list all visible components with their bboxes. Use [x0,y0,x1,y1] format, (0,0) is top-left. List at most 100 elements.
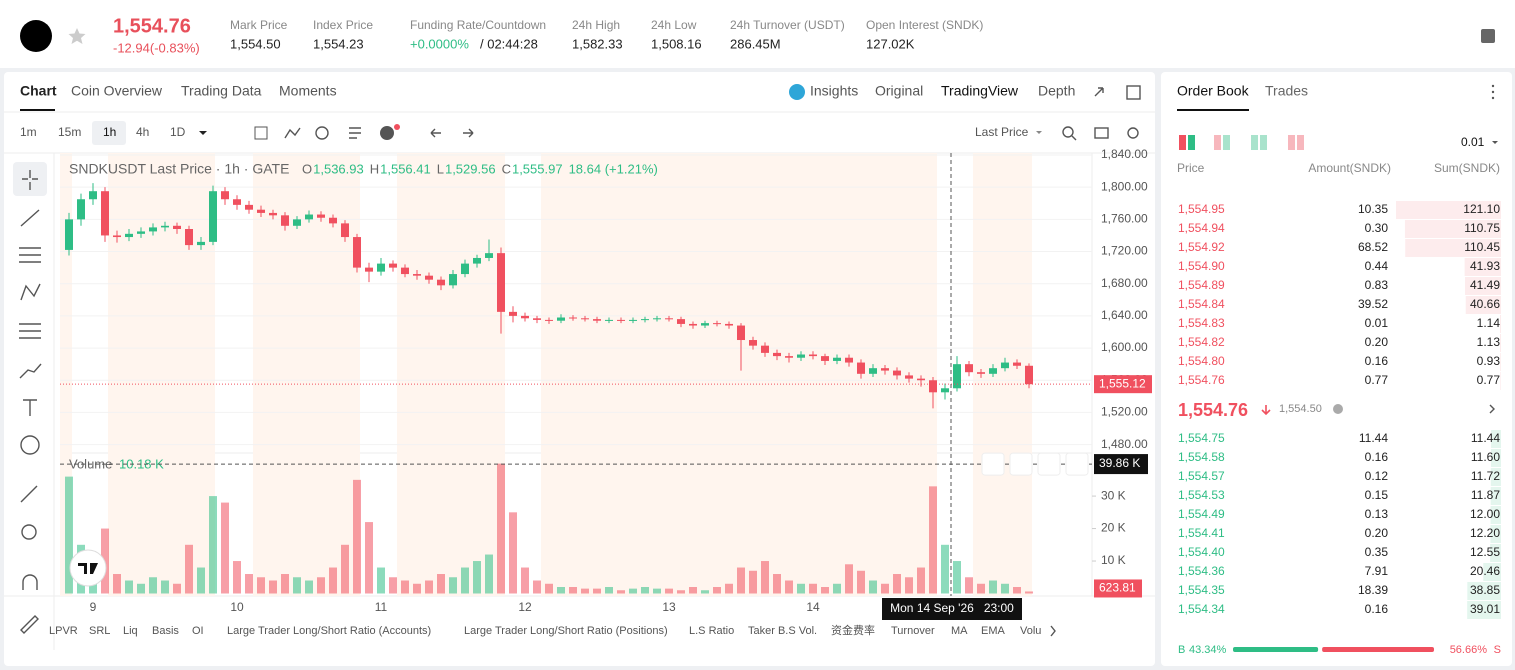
indicator-tab[interactable]: OI [192,625,204,637]
orderbook-last-price: 1,554.76 [1178,400,1248,420]
legend-value: 1,556.41 [380,161,431,176]
chart-tab[interactable]: Moments [279,83,337,99]
interval-button[interactable]: 15m [58,125,81,139]
stat-label: 24h Low [651,18,697,32]
expand-arrow[interactable] [1489,404,1495,414]
candle-body [845,357,853,363]
indicator-tab[interactable]: Large Trader Long/Short Ratio (Positions… [464,625,668,637]
indicator-tab[interactable]: L.S Ratio [689,625,734,637]
view-tab[interactable]: Original [875,83,923,99]
chart-tab[interactable]: Chart [20,83,57,99]
indicator-tab[interactable]: LPVR [49,625,78,637]
volume-tag-label: 623.81 [1099,581,1136,595]
pane-button[interactable] [1065,452,1089,476]
settings-icon[interactable] [1481,29,1495,43]
window-icon[interactable] [1126,85,1141,100]
chart-tab[interactable]: Coin Overview [71,83,163,99]
volume-bar [557,587,565,594]
interval-button[interactable]: 1h [103,125,116,139]
stat-value: 1,508.16 [651,36,702,51]
top-bar [0,0,1515,68]
drawing-toolbar[interactable] [13,162,47,634]
indicator-tab[interactable]: Turnover [891,625,935,637]
volume-bar [569,587,577,594]
candle-body [761,345,769,353]
view-tab[interactable]: Insights [810,83,858,99]
candle-body [689,323,697,326]
layout-button[interactable] [1188,135,1195,150]
depth-bar [1483,563,1501,581]
pane-button[interactable] [1037,452,1061,476]
order-amount: 0.16 [1365,450,1389,464]
layout-button[interactable] [1288,135,1295,150]
order-price: 1,554.40 [1178,545,1225,559]
candle-body [497,253,505,312]
pane-button[interactable] [1009,452,1033,476]
indicator-tab[interactable]: 资金费率 [831,623,875,637]
candle-body [629,319,637,321]
order-price: 1,554.35 [1178,583,1225,597]
stat-label: Index Price [313,18,373,32]
interval-button[interactable]: 1m [20,125,37,139]
layout-button[interactable] [1223,135,1230,150]
layout-button[interactable] [1260,135,1267,150]
indicator-tab[interactable]: MA [951,625,968,637]
volume-bar [497,463,505,594]
volume-bar [185,544,193,594]
depth-bar [1490,544,1501,562]
order-sum: 12.55 [1470,545,1500,559]
y-tick-label: 1,760.00 [1101,212,1148,226]
legend-value: 1,529.56 [445,161,496,176]
order-amount: 7.91 [1365,564,1389,578]
candle-body [209,191,217,242]
scroll-arrow[interactable] [1050,625,1056,637]
volume-bar [509,512,517,594]
order-sum: 110.45 [1464,240,1500,254]
menu-icon[interactable] [1491,84,1495,88]
order-amount: 11.44 [1359,431,1388,445]
indicator-tab[interactable]: Liq [123,625,138,637]
chart-tab[interactable]: Trading Data [181,83,262,99]
orderbook-tab[interactable]: Order Book [1177,83,1250,99]
view-tab[interactable]: Depth [1038,83,1075,99]
layout-button[interactable] [1179,135,1186,150]
layout-button[interactable] [1214,135,1221,150]
indicator-tab[interactable]: Volu [1020,625,1041,637]
last-price: 1,554.76 [113,15,191,37]
pane-button[interactable] [981,452,1005,476]
indicator-tab[interactable]: Basis [152,625,179,637]
orderbook-tab[interactable]: Trades [1265,83,1308,99]
order-sum: 41.49 [1470,278,1500,292]
price-source-button[interactable]: Last Price [975,125,1029,139]
candle-body [197,241,205,246]
indicator-tab[interactable]: Large Trader Long/Short Ratio (Accounts) [227,625,431,637]
legend-value: 1,555.97 [512,161,563,176]
session-shading [60,153,1032,596]
layout-button[interactable] [1251,135,1258,150]
indicator-tab[interactable]: Taker B.S Vol. [748,625,817,637]
volume-bar [593,588,601,594]
mark-icon [1333,404,1343,414]
interval-button[interactable]: 1D [170,125,186,139]
chart-tools[interactable] [254,124,1139,141]
menu-icon[interactable] [1491,96,1495,100]
volume-bar [725,583,733,594]
x-tick-label: 10 [230,600,244,614]
dropdown-arrow [1036,131,1042,134]
indicator-tab[interactable]: SRL [89,625,110,637]
candle-body [545,319,553,321]
interval-button[interactable]: 4h [136,125,149,139]
order-amount: 39.52 [1358,297,1388,311]
candle-body [341,223,349,238]
expand-icon[interactable] [1094,87,1104,97]
depth-bar [1490,487,1501,505]
order-price: 1,554.34 [1178,602,1225,616]
candle-body [617,319,625,321]
menu-icon[interactable] [1491,90,1495,94]
indicator-tab[interactable]: EMA [981,625,1006,637]
view-tab[interactable]: TradingView [941,83,1019,99]
layout-button[interactable] [1297,135,1304,150]
stat-value: 127.02K [866,36,915,51]
favorite-star[interactable] [68,28,86,44]
volume-tick-label: 20 K [1101,521,1126,535]
